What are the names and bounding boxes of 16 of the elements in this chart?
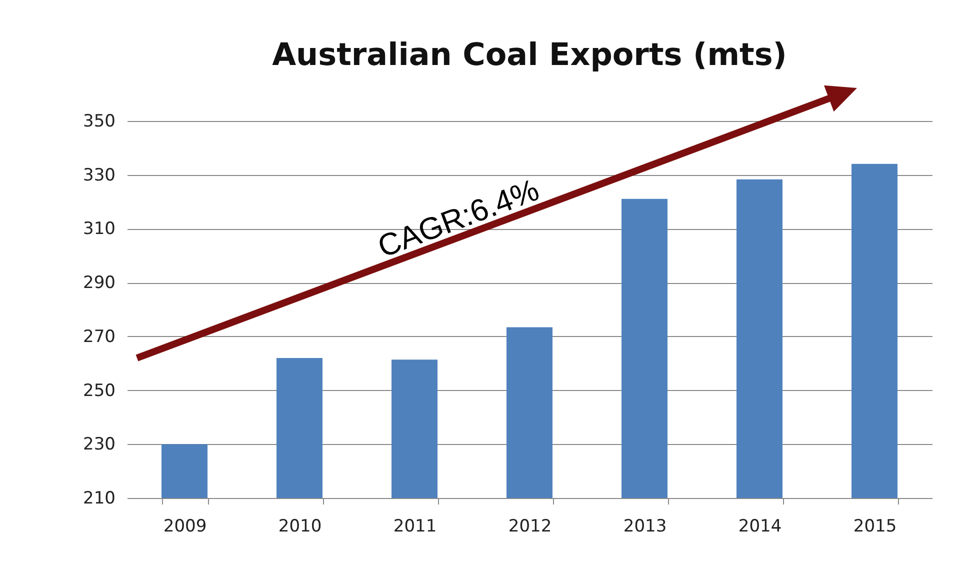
y-tick-label: 310 <box>83 219 116 240</box>
y-tick-label: 250 <box>83 380 116 401</box>
x-tick-label: 2011 <box>393 516 437 536</box>
y-tick-label: 350 <box>83 112 116 132</box>
x-tick-label: 2013 <box>623 516 667 536</box>
x-tick-label: 2012 <box>508 516 552 536</box>
chart-title: Australian Coal Exports (mts) <box>272 37 787 73</box>
x-tick-label: 2015 <box>853 516 897 536</box>
y-tick-label: 330 <box>83 165 116 186</box>
y-tick-label: 270 <box>83 326 116 347</box>
y-tick-label: 230 <box>83 434 116 455</box>
y-tick-label: 290 <box>83 273 116 294</box>
x-tick-label: 2014 <box>738 516 782 536</box>
x-tick-label: 2010 <box>278 516 322 536</box>
y-tick-label: 210 <box>83 488 116 508</box>
x-tick-label: 2009 <box>163 516 207 536</box>
